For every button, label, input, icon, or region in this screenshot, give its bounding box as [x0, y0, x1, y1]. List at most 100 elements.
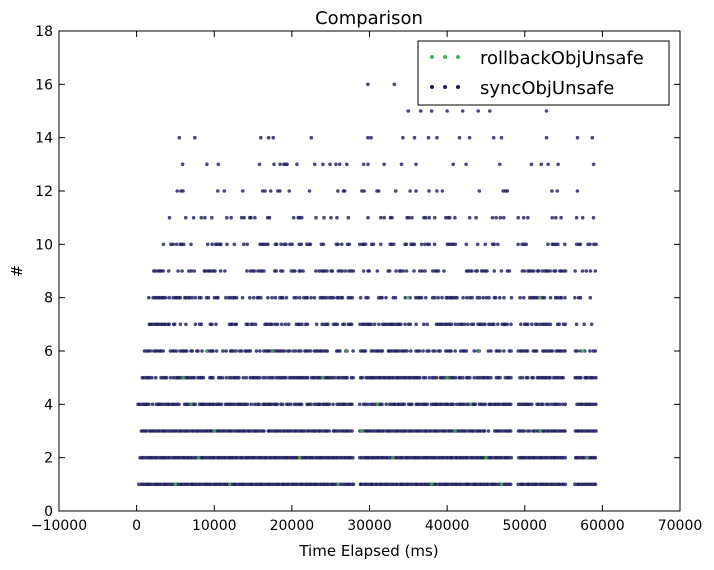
sync-point — [161, 242, 166, 247]
sync-point — [590, 135, 595, 140]
sync-point — [164, 375, 169, 380]
sync-point — [334, 162, 338, 167]
sync-point — [433, 295, 437, 300]
sync-point — [494, 215, 498, 220]
sync-point — [556, 162, 560, 167]
sync-point — [492, 242, 497, 247]
sync-point — [199, 322, 204, 327]
sync-point — [358, 295, 363, 300]
sync-point — [337, 162, 342, 167]
sync-point — [426, 135, 431, 140]
y-tick-label: 14 — [35, 131, 53, 147]
sync-point — [451, 162, 456, 167]
sync-point — [461, 295, 465, 300]
sync-point — [456, 322, 461, 327]
sync-point — [252, 269, 257, 273]
sync-point — [192, 375, 197, 380]
sync-point — [408, 189, 412, 193]
sync-point — [266, 135, 271, 140]
sync-point — [211, 349, 215, 353]
sync-point — [293, 269, 297, 273]
y-tick-label: 18 — [35, 24, 53, 40]
sync-point — [209, 482, 214, 487]
sync-point — [573, 482, 577, 487]
sync-point — [498, 295, 502, 300]
sync-point — [246, 322, 250, 327]
sync-point — [399, 162, 404, 167]
sync-point — [346, 215, 351, 220]
sync-point — [243, 429, 248, 433]
sync-point — [432, 215, 437, 220]
sync-point — [530, 322, 534, 327]
sync-point — [502, 215, 506, 220]
sync-point — [279, 322, 284, 327]
sync-point — [540, 455, 545, 460]
rollback-point — [499, 482, 504, 487]
y-tick-label: 8 — [44, 291, 53, 307]
sync-point — [588, 269, 593, 273]
rollback-point — [297, 455, 302, 460]
sync-point — [486, 349, 491, 353]
sync-point — [376, 189, 381, 193]
sync-point — [460, 322, 465, 327]
sync-point — [335, 455, 340, 460]
sync-point — [588, 242, 592, 247]
sync-point — [174, 349, 179, 353]
sync-point — [190, 295, 194, 300]
sync-point — [344, 402, 348, 407]
sync-point — [308, 349, 313, 353]
sync-point — [453, 322, 458, 327]
sync-point — [193, 135, 197, 140]
sync-point — [393, 295, 398, 300]
sync-point — [224, 375, 229, 380]
sync-point — [542, 295, 547, 300]
sync-point — [338, 349, 342, 353]
sync-point — [492, 322, 496, 327]
sync-point — [458, 375, 463, 380]
sync-point — [586, 375, 590, 380]
sync-point — [148, 349, 153, 353]
sync-point — [435, 135, 439, 140]
sync-point — [499, 135, 504, 140]
sync-point — [212, 455, 217, 460]
sync-point — [475, 242, 480, 247]
sync-point — [499, 455, 504, 460]
sync-point — [453, 375, 458, 380]
sync-point — [498, 215, 503, 220]
sync-point — [407, 215, 411, 220]
sync-point — [300, 322, 304, 327]
sync-point — [262, 269, 266, 273]
sync-point — [281, 295, 285, 300]
sync-point — [257, 162, 262, 167]
legend-label-sync: syncObjUnsafe — [480, 78, 614, 99]
sync-point — [474, 215, 478, 220]
sync-point — [248, 349, 253, 353]
sync-point — [468, 375, 472, 380]
sync-point — [594, 429, 598, 433]
sync-point — [593, 455, 598, 460]
sync-point — [541, 402, 545, 407]
sync-point — [280, 269, 285, 273]
sync-point — [522, 295, 526, 300]
sync-point — [574, 215, 579, 220]
sync-point — [274, 242, 279, 247]
sync-point — [544, 109, 549, 113]
sync-point — [212, 402, 216, 407]
x-tick-label: −10000 — [31, 518, 87, 534]
sync-point — [357, 242, 362, 247]
sync-point — [415, 482, 420, 487]
sync-point — [312, 295, 317, 300]
sync-point — [400, 455, 405, 460]
sync-point — [579, 375, 583, 380]
sync-point — [300, 215, 304, 220]
sync-point — [563, 429, 567, 433]
sync-point — [573, 295, 577, 300]
sync-point — [174, 242, 179, 247]
sync-point — [563, 349, 567, 353]
sync-point — [258, 349, 262, 353]
sync-point — [308, 242, 313, 247]
sync-point — [451, 455, 455, 460]
sync-point — [401, 269, 406, 273]
sync-point — [363, 242, 368, 247]
sync-point — [167, 215, 172, 220]
